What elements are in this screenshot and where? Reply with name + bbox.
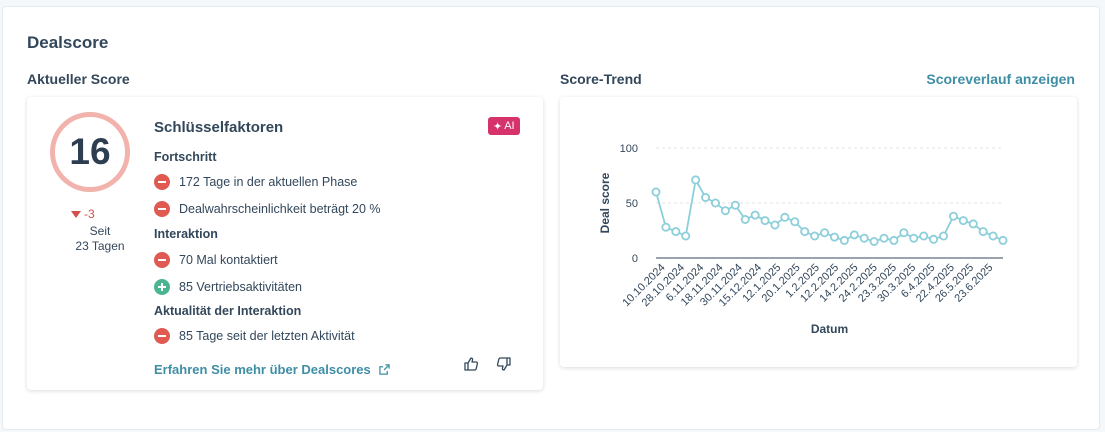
score-history-link[interactable]: Scoreverlauf anzeigen bbox=[926, 71, 1075, 87]
since-label: Seit bbox=[89, 224, 111, 238]
data-point bbox=[919, 231, 929, 241]
score-ring: 16 bbox=[50, 112, 130, 192]
score-card: 16 -3 Seit 23 Tagen Schlüsselfaktoren ✦ … bbox=[27, 97, 543, 390]
data-point bbox=[998, 235, 1008, 245]
data-point bbox=[810, 231, 820, 241]
factor-text: 85 Vertriebsaktivitäten bbox=[179, 280, 302, 294]
data-point bbox=[740, 215, 750, 225]
key-factors-title: Schlüsselfaktoren bbox=[154, 119, 284, 136]
minus-circle-icon bbox=[154, 328, 170, 344]
data-point bbox=[651, 187, 661, 197]
factor-text: 172 Tage in der aktuellen Phase bbox=[179, 175, 358, 189]
data-point bbox=[780, 212, 790, 222]
ai-badge-label: AI bbox=[504, 120, 515, 132]
y-axis-title: Deal score bbox=[598, 172, 612, 233]
data-point bbox=[691, 175, 701, 185]
data-point bbox=[899, 228, 909, 238]
data-point bbox=[939, 231, 949, 241]
minus-circle-icon bbox=[154, 201, 170, 217]
data-point bbox=[671, 227, 681, 237]
learn-more-text: Erfahren Sie mehr über Dealscores bbox=[154, 362, 371, 377]
data-point bbox=[869, 236, 879, 246]
factor-item: 85 Tage seit der letzten Aktivität bbox=[154, 328, 355, 344]
factor-item: 70 Mal kontaktiert bbox=[154, 252, 278, 268]
thumbs-up-icon[interactable] bbox=[463, 356, 479, 372]
data-point bbox=[929, 234, 939, 244]
score-since: Seit 23 Tagen bbox=[45, 224, 155, 254]
data-point bbox=[800, 227, 810, 237]
factor-item: 85 Vertriebsaktivitäten bbox=[154, 279, 302, 295]
score-trend-chart: 05010010.10.202428.10.20246.11.202418.11… bbox=[598, 143, 1008, 336]
since-days: 23 Tagen bbox=[75, 239, 125, 253]
sparkle-icon: ✦ bbox=[493, 120, 503, 133]
data-point bbox=[681, 231, 691, 241]
factor-item: Dealwahrscheinlichkeit beträgt 20 % bbox=[154, 201, 381, 217]
external-link-icon bbox=[379, 364, 390, 375]
group-label-interaction: Interaktion bbox=[154, 227, 218, 241]
factor-text: 70 Mal kontaktiert bbox=[179, 253, 278, 267]
current-score-label: Aktueller Score bbox=[27, 71, 130, 87]
thumbs-down-icon[interactable] bbox=[496, 356, 512, 372]
group-label-progress: Fortschritt bbox=[154, 150, 217, 164]
series-line bbox=[655, 177, 1004, 243]
data-point bbox=[968, 219, 978, 229]
y-tick-label: 100 bbox=[620, 143, 638, 155]
data-point bbox=[701, 193, 711, 203]
y-tick-label: 0 bbox=[632, 253, 638, 265]
data-point bbox=[988, 231, 998, 241]
panel-title: Dealscore bbox=[27, 33, 109, 52]
group-label-recency: Aktualität der Interaktion bbox=[154, 304, 302, 318]
score-trend-card: 0 50 100 10.10.2024 28.10.2024 6.11.2024 18.11… bbox=[560, 97, 1077, 367]
data-point bbox=[958, 216, 968, 226]
data-point bbox=[750, 210, 760, 220]
data-point bbox=[859, 233, 869, 243]
dealscore-panel: Dealscore Aktueller Score Score-Trend Sc… bbox=[2, 6, 1100, 430]
score-delta-value: -3 bbox=[84, 207, 95, 221]
data-point bbox=[839, 235, 849, 245]
learn-more-link[interactable]: Erfahren Sie mehr über Dealscores bbox=[154, 362, 390, 377]
factor-text: 85 Tage seit der letzten Aktivität bbox=[179, 329, 355, 343]
factor-item: 172 Tage in der aktuellen Phase bbox=[154, 174, 357, 190]
score-delta: -3 bbox=[71, 207, 95, 221]
data-point bbox=[770, 220, 780, 230]
data-point bbox=[710, 198, 720, 208]
score-trend-label: Score-Trend bbox=[560, 71, 642, 87]
data-point bbox=[760, 216, 770, 226]
data-point bbox=[978, 227, 988, 237]
minus-circle-icon bbox=[154, 252, 170, 268]
data-point bbox=[909, 233, 919, 243]
data-point bbox=[790, 217, 800, 227]
data-point bbox=[661, 222, 671, 232]
data-point bbox=[720, 206, 730, 216]
y-tick-label: 50 bbox=[626, 198, 638, 210]
factor-text: Dealwahrscheinlichkeit beträgt 20 % bbox=[179, 202, 381, 216]
data-point bbox=[849, 230, 859, 240]
ai-badge: ✦ AI bbox=[488, 117, 520, 135]
triangle-down-icon bbox=[71, 210, 81, 218]
data-point bbox=[948, 211, 958, 221]
data-point bbox=[829, 232, 839, 242]
data-point bbox=[879, 233, 889, 243]
plus-circle-icon bbox=[154, 279, 170, 295]
score-value: 16 bbox=[69, 131, 111, 172]
data-point bbox=[730, 200, 740, 210]
minus-circle-icon bbox=[154, 174, 170, 190]
x-axis-title: Datum bbox=[811, 322, 848, 336]
data-point bbox=[889, 235, 899, 245]
data-point bbox=[820, 228, 830, 238]
